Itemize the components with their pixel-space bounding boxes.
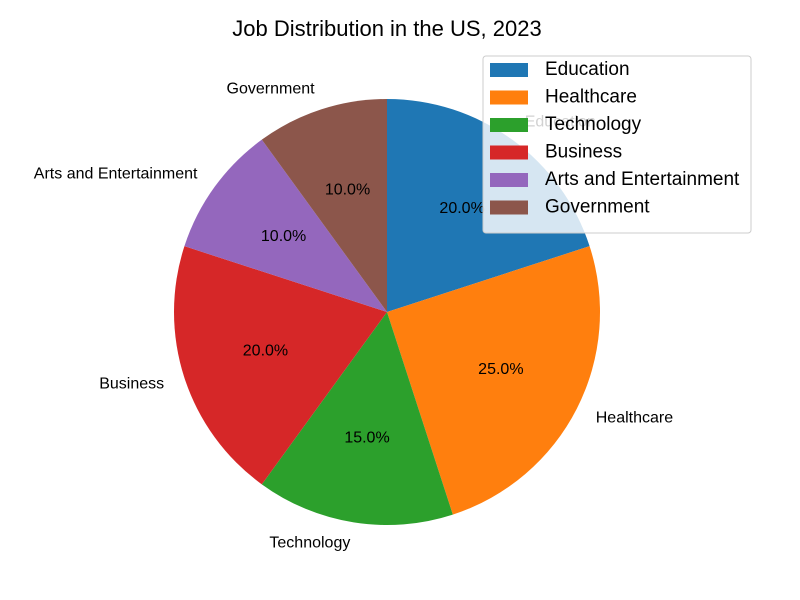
pie-labels: Education20.0%Healthcare25.0%Technology1…: [34, 80, 673, 551]
legend-label-healthcare: Healthcare: [545, 87, 637, 108]
category-label-healthcare: Healthcare: [596, 410, 673, 427]
category-label-government: Government: [227, 80, 316, 97]
percent-label-business: 20.0%: [243, 343, 288, 360]
legend-swatch-technology: [490, 118, 528, 132]
category-label-technology: Technology: [269, 535, 350, 552]
legend-swatch-arts-and-entertainment: [490, 173, 528, 187]
category-label-business: Business: [99, 376, 164, 393]
slice-business: [174, 246, 387, 485]
legend-label-education: Education: [545, 59, 630, 80]
pie-slices: [174, 99, 600, 525]
legend-swatch-business: [490, 145, 528, 160]
legend-swatch-government: [490, 200, 528, 215]
legend-label-technology: Technology: [545, 114, 642, 135]
percent-label-technology: 15.0%: [344, 429, 389, 446]
slice-arts-and-entertainment: [184, 139, 387, 312]
legend-swatch-education: [490, 63, 528, 77]
legend-label-government: Government: [545, 197, 650, 218]
slice-government: [261, 99, 387, 312]
legend-swatch-healthcare: [490, 90, 528, 105]
percent-label-government: 10.0%: [325, 182, 370, 199]
percent-label-education: 20.0%: [439, 200, 484, 217]
chart-title: Job Distribution in the US, 2023: [232, 16, 541, 41]
legend: Education Healthcare Technology Business Art…: [482, 55, 752, 234]
legend-label-business: Business: [545, 142, 622, 163]
legend-label-arts-and-entertainment: Arts and Entertainment: [545, 169, 740, 190]
slice-technology: [261, 312, 453, 525]
category-label-arts-and-entertainment: Arts and Entertainment: [34, 166, 198, 183]
percent-label-arts-and-entertainment: 10.0%: [261, 228, 306, 245]
slice-healthcare: [387, 246, 600, 515]
legend-box: [482, 55, 752, 234]
percent-label-healthcare: 25.0%: [478, 361, 523, 378]
